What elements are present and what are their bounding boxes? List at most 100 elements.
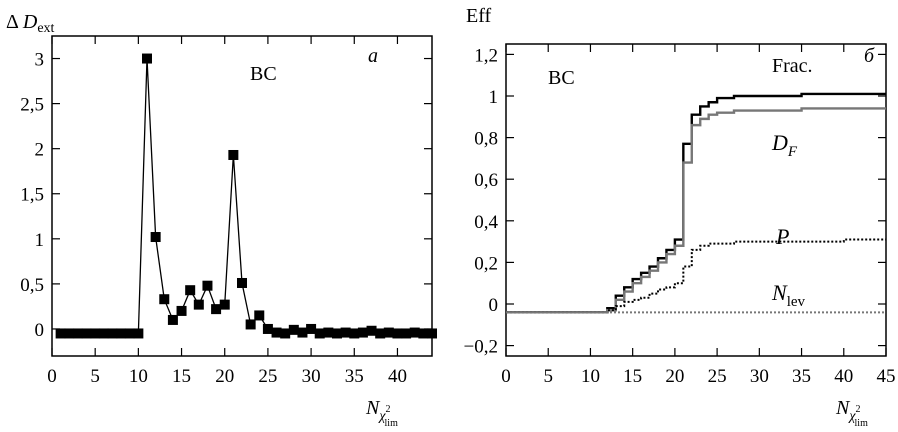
data-point: [401, 328, 411, 338]
y-tick-label: 2,5: [20, 95, 44, 116]
x-tick-label: 5: [543, 366, 553, 387]
data-point: [99, 328, 109, 338]
y-axis-label-b: Eff: [466, 5, 492, 27]
y-tick-label: 0,5: [20, 275, 44, 296]
y-tick-label: 0: [489, 295, 499, 316]
x-tick-label: 0: [501, 366, 511, 387]
legend-nlev-N: N: [771, 280, 788, 305]
y-tick-label: 0,8: [474, 129, 498, 150]
data-point: [341, 328, 351, 338]
y-tick-label: 1: [35, 230, 45, 251]
data-point: [280, 328, 290, 338]
y-axis-label-a-D: D: [22, 11, 38, 33]
data-point: [228, 150, 238, 160]
annotation-b: BC: [548, 67, 575, 89]
data-point: [358, 328, 368, 338]
data-point: [116, 328, 126, 338]
y-ticks-b: −0,2 0 0,2 0,4 0,6 0,8 1 1,2: [464, 45, 886, 357]
legend-p: P: [775, 224, 789, 249]
x-tick-label: 10: [129, 366, 148, 387]
data-point: [185, 285, 195, 295]
series-a: [56, 54, 437, 339]
y-tick-label: 0,2: [474, 253, 498, 274]
data-point: [263, 324, 273, 334]
data-point: [332, 328, 342, 338]
data-point: [349, 328, 359, 338]
data-point: [142, 54, 152, 64]
series-frac-line: [506, 94, 886, 312]
legend-nlev-sub: lev: [787, 294, 806, 310]
data-point: [64, 328, 74, 338]
x-axis-label-a: Nχ2 lim: [365, 397, 398, 429]
data-point: [56, 328, 66, 338]
y-tick-label: 0,4: [474, 212, 498, 233]
data-point: [177, 306, 187, 316]
data-point: [159, 294, 169, 304]
x-axis-label-a-sup: 2: [386, 404, 391, 415]
y-tick-label: 0: [35, 320, 45, 341]
x-axis-label-b-sup: 2: [856, 404, 861, 415]
data-point: [90, 328, 100, 338]
y-tick-label: 3: [35, 50, 45, 71]
x-tick-label: 25: [258, 366, 277, 387]
y-tick-label: 1,5: [20, 185, 44, 206]
y-axis-label-a: Δ Dext: [6, 11, 55, 36]
legend-df: DF: [771, 130, 798, 160]
data-point: [168, 315, 178, 325]
data-point: [133, 328, 143, 338]
data-point: [315, 328, 325, 338]
legend-nlev: Nlev: [771, 280, 806, 310]
data-point: [82, 328, 92, 338]
data-point: [297, 328, 307, 338]
x-tick-label: 30: [750, 366, 769, 387]
data-point: [151, 232, 161, 242]
y-axis-label-a-delta: Δ: [6, 11, 19, 33]
y-tick-label: 1: [489, 87, 499, 108]
x-axis-label-b: Nχ2 lim: [835, 397, 868, 429]
data-point: [306, 324, 316, 334]
x-axis-label-a-lim: lim: [385, 418, 399, 429]
y-tick-label: 0,6: [474, 170, 498, 191]
series-p-line: [506, 240, 886, 313]
panel-label-b: б: [864, 45, 875, 67]
plot-frame-b: [506, 44, 886, 356]
panel-a: 0 0,5 1 1,5 2 2,5 3 0 5 10 15 20 25 30 35 40 Δ Dext a B…: [6, 11, 437, 429]
plot-frame-a: [52, 36, 432, 356]
y-tick-label: 2: [35, 140, 45, 161]
data-point: [246, 319, 256, 329]
data-point: [427, 328, 437, 338]
x-tick-label: 35: [792, 366, 811, 387]
y-axis-label-a-sub: ext: [37, 21, 54, 36]
y-tick-label: −0,2: [464, 337, 498, 358]
data-point: [367, 326, 377, 336]
x-tick-label: 25: [708, 366, 727, 387]
data-point: [73, 328, 83, 338]
legend-df-D: D: [771, 130, 788, 155]
data-point: [220, 300, 230, 310]
x-ticks-b: 0 5 10 15 20 25 30 35 40 45: [501, 44, 895, 387]
x-tick-label: 15: [623, 366, 642, 387]
series-b: [506, 94, 886, 312]
x-tick-label: 10: [581, 366, 600, 387]
data-point: [323, 328, 333, 338]
x-tick-label: 40: [834, 366, 853, 387]
data-point: [194, 300, 204, 310]
legend-frac: Frac.: [772, 55, 813, 77]
data-point: [384, 328, 394, 338]
data-point: [237, 278, 247, 288]
x-tick-label: 45: [877, 366, 896, 387]
y-tick-label: 1,2: [474, 45, 498, 66]
data-point: [418, 328, 428, 338]
data-point: [211, 304, 221, 314]
legend-df-sub: F: [787, 144, 798, 160]
data-point: [392, 328, 402, 338]
data-point: [410, 328, 420, 338]
series-line: [61, 59, 432, 334]
series-df-line: [506, 108, 886, 312]
x-tick-label: 20: [665, 366, 684, 387]
y-ticks-a: 0 0,5 1 1,5 2 2,5 3: [20, 50, 432, 341]
data-point: [375, 328, 385, 338]
x-tick-label: 5: [90, 366, 100, 387]
data-point: [289, 325, 299, 335]
